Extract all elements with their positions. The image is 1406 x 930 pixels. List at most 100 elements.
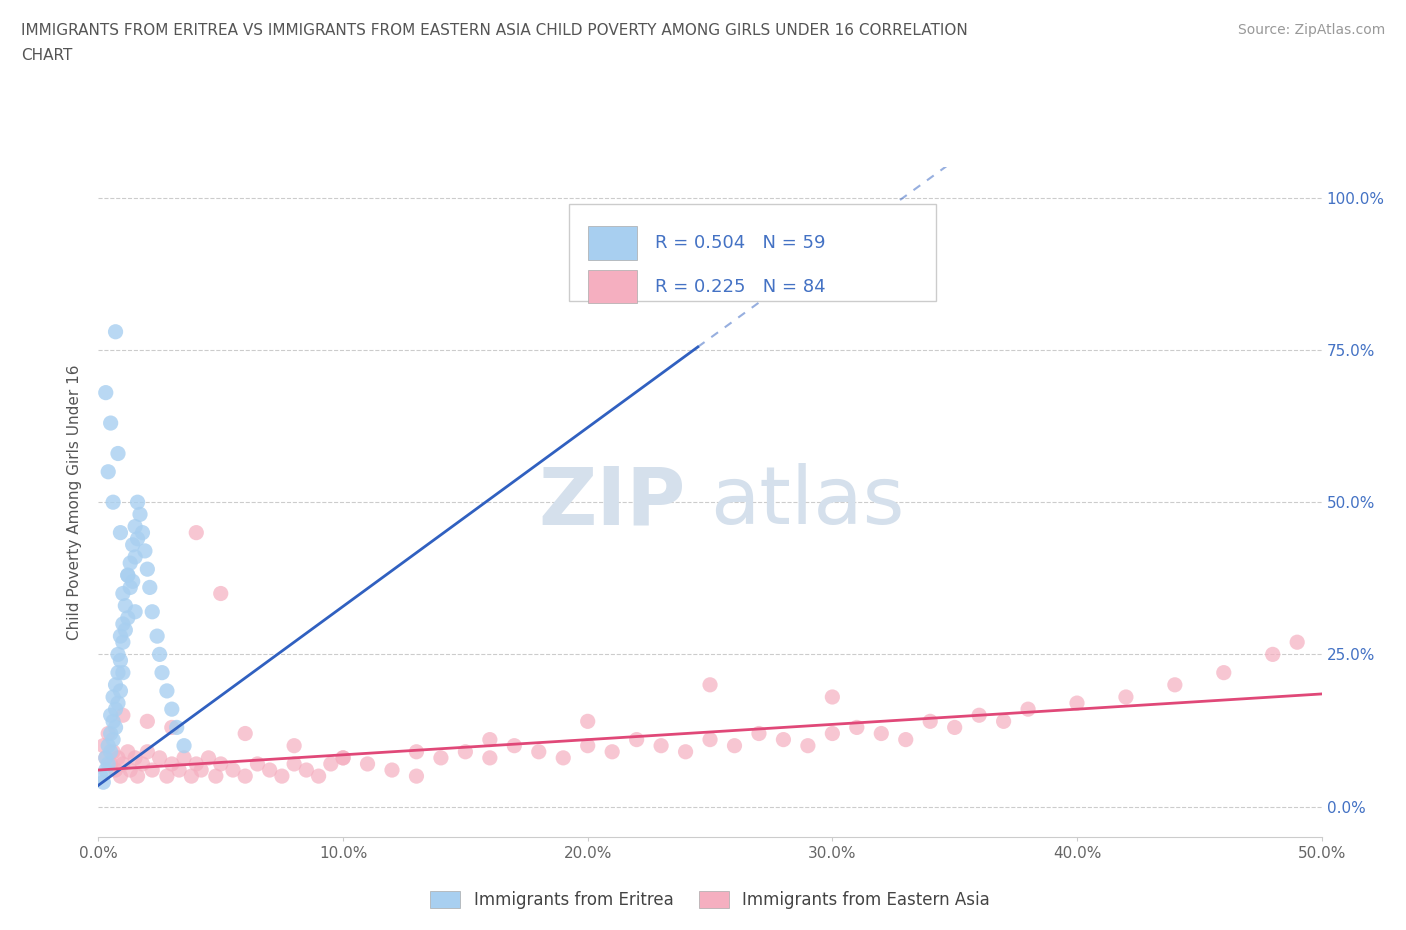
Point (283, 738, 305, 753)
Point (114, 598, 136, 613)
Point (110, 684, 132, 698)
Point (100, 756, 122, 771)
Point (845, 720, 868, 735)
Point (121, 538, 143, 552)
Point (124, 550, 146, 565)
Point (233, 726, 256, 741)
Point (131, 525, 153, 540)
Point (1286, 635, 1309, 650)
Text: R = 0.225   N = 84: R = 0.225 N = 84 (655, 278, 825, 296)
Point (97, 726, 120, 741)
Point (430, 751, 453, 765)
Point (527, 744, 550, 759)
Point (319, 756, 342, 771)
Point (943, 720, 966, 735)
Point (209, 586, 232, 601)
Point (626, 732, 648, 747)
Point (104, 702, 127, 717)
Point (1066, 696, 1088, 711)
Point (180, 769, 202, 784)
Point (124, 751, 146, 765)
Point (104, 763, 127, 777)
Point (97, 464, 120, 479)
Point (97, 756, 120, 771)
Point (405, 744, 427, 759)
Point (107, 446, 129, 461)
Text: IMMIGRANTS FROM ERITREA VS IMMIGRANTS FROM EASTERN ASIA CHILD POVERTY AMONG GIRL: IMMIGRANTS FROM ERITREA VS IMMIGRANTS FR… (21, 23, 967, 38)
Point (129, 507, 152, 522)
Point (107, 647, 129, 662)
Point (124, 519, 146, 534)
Point (110, 629, 132, 644)
Point (1115, 689, 1137, 704)
Point (723, 738, 745, 753)
FancyBboxPatch shape (588, 226, 637, 259)
Point (503, 738, 526, 753)
Point (150, 665, 173, 680)
Point (111, 708, 134, 723)
Point (94, 751, 117, 765)
Point (173, 738, 195, 753)
Point (101, 744, 124, 759)
Point (101, 732, 124, 747)
Text: R = 0.504   N = 59: R = 0.504 N = 59 (655, 234, 825, 252)
Text: Source: ZipAtlas.com: Source: ZipAtlas.com (1237, 23, 1385, 37)
Point (160, 702, 183, 717)
Point (772, 732, 794, 747)
Point (190, 763, 212, 777)
Point (821, 726, 844, 741)
Point (111, 665, 134, 680)
Point (136, 714, 159, 729)
Point (186, 525, 208, 540)
Point (107, 665, 129, 680)
Point (111, 635, 134, 650)
Point (478, 732, 501, 747)
Point (91, 738, 114, 753)
Point (114, 622, 136, 637)
Point (699, 677, 721, 692)
Point (101, 689, 124, 704)
Point (101, 495, 124, 510)
Point (139, 580, 162, 595)
Point (110, 653, 132, 668)
Point (748, 726, 770, 741)
Point (90, 769, 112, 784)
Point (167, 763, 190, 777)
Point (110, 525, 132, 540)
Point (94, 385, 117, 400)
Point (100, 416, 122, 431)
Point (381, 763, 404, 777)
Point (405, 769, 427, 784)
Point (117, 568, 139, 583)
Point (356, 756, 378, 771)
Point (131, 756, 153, 771)
Point (149, 751, 172, 765)
Point (797, 738, 820, 753)
Point (332, 751, 354, 765)
Point (91, 775, 114, 790)
Point (100, 726, 122, 741)
Point (675, 744, 697, 759)
Point (1017, 702, 1039, 717)
Point (136, 562, 159, 577)
Point (120, 580, 142, 595)
Point (117, 744, 139, 759)
Point (894, 732, 917, 747)
Point (160, 720, 183, 735)
Point (121, 574, 143, 589)
Point (699, 732, 721, 747)
Point (141, 604, 163, 619)
Point (920, 714, 942, 729)
Point (186, 756, 208, 771)
Point (295, 763, 318, 777)
Point (100, 744, 122, 759)
Point (127, 769, 149, 784)
Point (205, 769, 228, 784)
Point (454, 744, 477, 759)
Point (233, 769, 256, 784)
Point (97, 738, 120, 753)
Point (209, 756, 232, 771)
Point (100, 708, 122, 723)
Point (156, 769, 179, 784)
Point (576, 714, 599, 729)
